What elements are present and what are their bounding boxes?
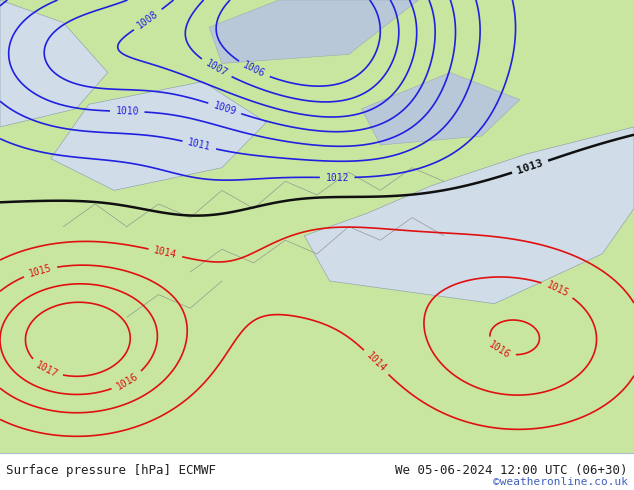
Polygon shape [0,0,634,453]
Polygon shape [0,0,108,127]
Polygon shape [51,81,266,190]
Text: 1009: 1009 [212,100,238,117]
Text: 1006: 1006 [241,60,267,79]
Text: 1008: 1008 [136,9,160,31]
Text: 1015: 1015 [28,263,53,279]
Text: 1010: 1010 [115,106,139,117]
Text: We 05-06-2024 12:00 UTC (06+30): We 05-06-2024 12:00 UTC (06+30) [395,464,628,477]
Text: 1011: 1011 [187,138,212,153]
Text: 1017: 1017 [34,360,60,379]
Polygon shape [361,73,520,145]
Text: 1012: 1012 [325,172,349,182]
Text: 1014: 1014 [365,350,388,374]
Text: 1014: 1014 [153,245,178,260]
Text: 1016: 1016 [115,371,140,392]
Text: 1013: 1013 [515,158,545,176]
Text: Surface pressure [hPa] ECMWF: Surface pressure [hPa] ECMWF [6,464,216,477]
Text: 1015: 1015 [545,279,571,299]
Text: 1007: 1007 [204,58,229,79]
Polygon shape [209,0,418,63]
Text: 1016: 1016 [487,340,512,361]
Text: ©weatheronline.co.uk: ©weatheronline.co.uk [493,477,628,487]
Polygon shape [304,127,634,304]
